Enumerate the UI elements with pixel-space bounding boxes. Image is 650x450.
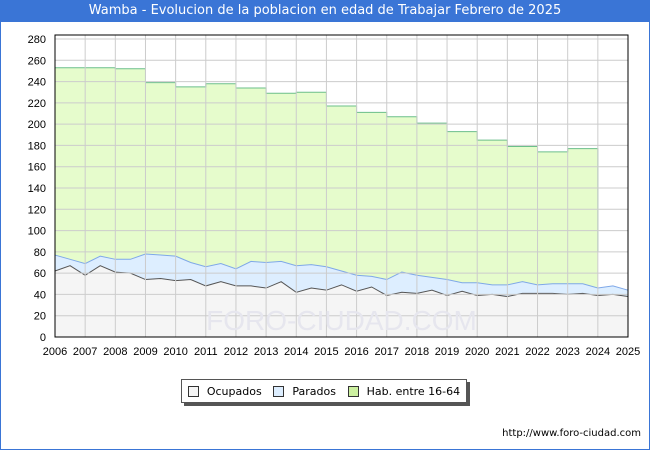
- y-tick-label: 240: [28, 77, 46, 89]
- x-tick-label: 2013: [254, 346, 278, 358]
- y-tick-label: 280: [28, 34, 46, 46]
- legend-swatch: [187, 386, 199, 397]
- legend-label: Ocupados: [206, 384, 262, 398]
- x-tick-label: 2008: [103, 346, 127, 358]
- y-tick-label: 60: [34, 268, 46, 280]
- x-tick-label: 2022: [525, 346, 549, 358]
- x-tick-label: 2015: [314, 346, 338, 358]
- y-tick-label: 0: [40, 332, 46, 344]
- legend-item-ocupados: Ocupados: [187, 384, 262, 398]
- y-tick-label: 260: [28, 55, 46, 67]
- y-tick-label: 20: [34, 311, 46, 323]
- y-tick-label: 220: [28, 98, 46, 110]
- plot-border: [54, 34, 629, 338]
- x-tick-label: 2007: [73, 346, 97, 358]
- x-tick-label: 2016: [344, 346, 368, 358]
- y-tick-label: 100: [28, 226, 46, 238]
- y-tick-label: 80: [34, 247, 46, 259]
- series-ocupados-line: [54, 265, 629, 298]
- x-tick-label: 2017: [374, 346, 398, 358]
- series-hab-line: [55, 67, 599, 252]
- x-tick-label: 2020: [465, 346, 489, 358]
- legend-swatch: [273, 386, 285, 397]
- x-tick-label: 2023: [555, 346, 579, 358]
- legend-swatch: [347, 386, 359, 397]
- x-tick-label: 2019: [435, 346, 459, 358]
- legend: Ocupados Parados Hab. entre 16-64: [181, 379, 467, 403]
- x-tick-label: 2006: [43, 346, 67, 358]
- y-tick-label: 140: [28, 183, 46, 195]
- source-url: http://www.foro-ciudad.com: [502, 428, 641, 439]
- x-tick-label: 2018: [405, 346, 429, 358]
- y-tick-label: 120: [28, 204, 46, 216]
- x-tick-label: 2012: [224, 346, 248, 358]
- series-ocupados-area: [55, 265, 628, 337]
- y-tick-label: 160: [28, 162, 46, 174]
- x-tick-label: 2011: [194, 346, 218, 358]
- legend-item-parados: Parados: [273, 385, 336, 398]
- chart-title: Wamba - Evolucion de la poblacion en eda…: [0, 0, 650, 22]
- y-tick-label: 200: [28, 119, 46, 131]
- legend-label: Parados: [292, 384, 336, 398]
- legend-item-hab: Hab. entre 16-64: [347, 384, 461, 398]
- y-tick-label: 180: [28, 140, 46, 152]
- x-tick-label: 2014: [284, 346, 308, 358]
- x-tick-label: 2010: [163, 346, 187, 358]
- y-tick-label: 40: [34, 289, 46, 301]
- x-tick-label: 2025: [616, 346, 640, 358]
- series-parados-line: [54, 253, 629, 291]
- legend-label: Hab. entre 16-64: [366, 384, 461, 398]
- x-tick-label: 2009: [133, 346, 157, 358]
- x-tick-label: 2021: [495, 346, 519, 358]
- watermark: FORO-CIUDAD.COM: [206, 305, 477, 336]
- x-tick-label: 2024: [586, 346, 610, 358]
